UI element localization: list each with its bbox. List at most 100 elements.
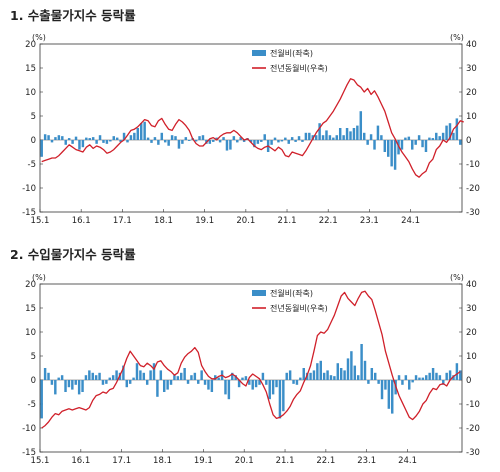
bar — [115, 370, 118, 380]
bar — [393, 140, 397, 170]
bar — [64, 380, 67, 392]
y-right-tick-label: 20 — [466, 328, 477, 338]
chart-1-title: 1. 수출물가지수 등락률 — [10, 8, 136, 23]
bar — [445, 372, 448, 380]
bar — [218, 140, 222, 143]
bar — [71, 140, 74, 144]
bar — [397, 375, 401, 380]
legend-bar-swatch — [252, 50, 266, 56]
bar — [261, 372, 265, 380]
bar — [67, 380, 71, 388]
bar — [312, 370, 316, 380]
x-tick-label: 18.1 — [153, 456, 172, 466]
y-right-tick-label: 30 — [466, 304, 477, 314]
bar — [101, 380, 105, 385]
y-right-tick-label: -10 — [466, 400, 480, 410]
bar — [387, 140, 390, 157]
bar — [88, 138, 91, 140]
bar — [363, 360, 367, 380]
bar — [333, 376, 336, 380]
bar — [163, 140, 167, 143]
bar — [244, 376, 248, 380]
y-right-tick-label: 40 — [466, 40, 477, 50]
bar — [217, 377, 220, 380]
bar — [332, 137, 335, 140]
bar — [287, 140, 290, 144]
bar — [125, 380, 129, 388]
bar — [176, 376, 180, 380]
bar — [380, 135, 383, 140]
x-tick-label: 19.1 — [195, 216, 214, 226]
bar — [239, 137, 242, 140]
bar — [407, 136, 411, 140]
bar — [275, 380, 278, 388]
legend-line-label: 전년동월비(우축) — [270, 303, 328, 313]
bar — [362, 132, 366, 140]
x-tick-label: 21.1 — [278, 216, 297, 226]
y-left-tick-label: -10 — [22, 184, 36, 194]
bar — [360, 344, 363, 380]
x-tick-label: 15.1 — [31, 456, 50, 466]
bar — [391, 380, 394, 414]
bar — [282, 380, 285, 412]
bar — [322, 372, 326, 380]
bar — [414, 375, 418, 380]
bar — [201, 135, 205, 140]
bar — [64, 140, 67, 145]
x-tick-label: 23.1 — [360, 216, 379, 226]
bar — [193, 372, 197, 380]
bar — [309, 372, 312, 380]
bar — [143, 121, 146, 140]
left-unit-label: (%) — [32, 273, 46, 282]
bar — [249, 140, 253, 143]
bar — [81, 140, 85, 148]
bar — [231, 372, 234, 380]
bar — [186, 380, 190, 384]
y-right-tick-label: 30 — [466, 64, 477, 74]
right-unit-label: (%) — [450, 273, 464, 282]
bar — [448, 370, 452, 380]
bar — [126, 140, 129, 143]
bar — [336, 363, 340, 380]
y-right-tick-label: -20 — [466, 424, 480, 434]
bar — [284, 137, 287, 140]
y-left-tick-label: 15 — [25, 64, 36, 74]
y-left-tick-label: 20 — [25, 40, 36, 50]
bar — [254, 380, 258, 388]
bar — [285, 372, 288, 380]
bar — [102, 140, 105, 143]
bar — [455, 118, 459, 140]
bar — [353, 365, 357, 380]
bar — [346, 358, 350, 380]
bar — [242, 140, 246, 142]
bar — [111, 375, 115, 380]
legend-bar-swatch — [252, 290, 266, 296]
bar — [133, 132, 136, 140]
bar — [373, 140, 376, 150]
bar — [366, 140, 369, 145]
bar — [74, 136, 78, 140]
x-tick-label: 17.1 — [113, 216, 132, 226]
bar — [314, 135, 318, 140]
bar — [356, 375, 360, 380]
bar — [105, 140, 109, 144]
bar — [222, 137, 225, 140]
x-tick-label: 19.1 — [194, 456, 213, 466]
bar — [139, 370, 142, 380]
bar — [280, 140, 284, 142]
bar — [91, 137, 95, 140]
bar — [448, 123, 452, 140]
bar — [109, 140, 112, 142]
bar — [325, 130, 328, 140]
x-tick-label: 24.1 — [398, 456, 417, 466]
bar — [210, 380, 214, 392]
bar — [251, 380, 254, 390]
bar — [268, 380, 271, 400]
bar — [190, 375, 193, 380]
bar — [335, 135, 339, 140]
bar — [167, 140, 170, 146]
bar — [91, 372, 94, 380]
x-tick-label: 21.1 — [276, 456, 295, 466]
bar — [459, 140, 462, 145]
bar — [373, 372, 377, 380]
